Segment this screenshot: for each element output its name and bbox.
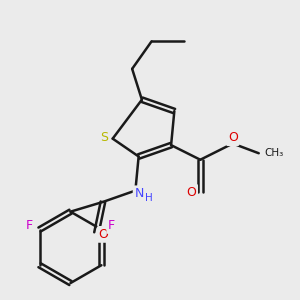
Text: N: N xyxy=(135,187,144,200)
Text: CH₃: CH₃ xyxy=(265,148,284,158)
Text: F: F xyxy=(108,219,115,232)
Text: F: F xyxy=(26,219,33,232)
Text: O: O xyxy=(186,186,196,199)
Text: S: S xyxy=(100,130,109,143)
Text: O: O xyxy=(228,131,238,144)
Text: H: H xyxy=(145,193,152,203)
Text: O: O xyxy=(99,228,109,241)
